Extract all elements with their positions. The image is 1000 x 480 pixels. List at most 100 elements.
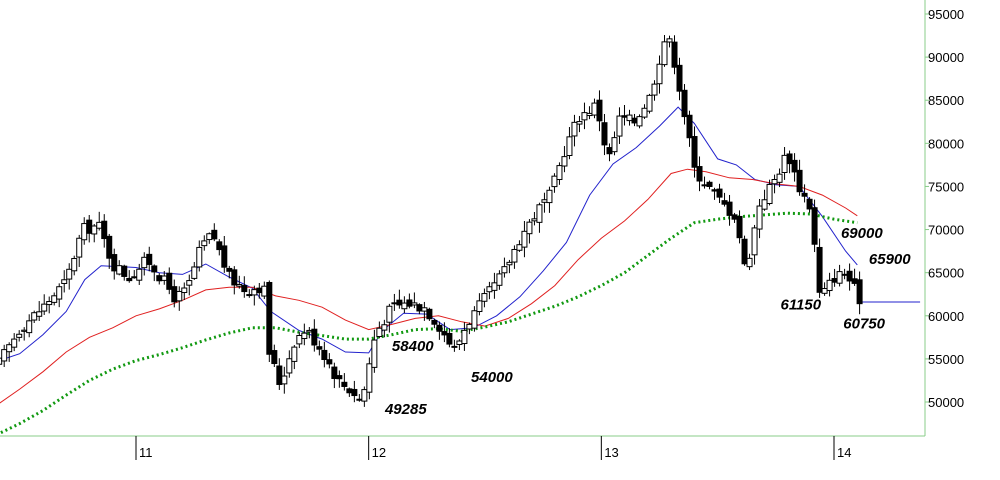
candle-61: [301, 323, 308, 346]
candle-158: [786, 150, 793, 174]
candle-161: [801, 184, 808, 203]
candle-160: [796, 159, 803, 196]
candle-60: [296, 332, 303, 349]
candle-body-down: [241, 285, 248, 293]
candle-172: [856, 271, 863, 315]
candle-body-down: [786, 153, 793, 165]
candle-57: [281, 366, 288, 394]
candle-body-down: [721, 200, 728, 205]
candle-body-down: [276, 365, 283, 385]
candle-body-up: [296, 334, 303, 345]
candle-13: [61, 270, 68, 293]
candle-body-up: [456, 340, 463, 345]
candle-95: [471, 306, 478, 332]
candle-body-up: [191, 266, 198, 279]
candle-body-down: [701, 184, 708, 187]
candle-23: [111, 248, 118, 280]
candle-101: [501, 257, 508, 278]
candle-body-down: [811, 207, 818, 245]
candle-1: [1, 344, 8, 367]
candle-body-down: [731, 214, 738, 220]
candle-80: [396, 289, 403, 309]
candle-110: [546, 186, 553, 213]
candle-body-down: [216, 241, 223, 251]
annotations: 58400 49285 54000 69000 65900 61150 60750: [384, 225, 911, 418]
candle-body-up: [766, 183, 773, 205]
candle-body-down: [111, 254, 118, 272]
candle-body-down: [336, 375, 343, 380]
x-tick-label: 14: [837, 445, 851, 460]
candle-body-up: [636, 116, 643, 127]
candle-149: [741, 235, 748, 266]
candle-body-down: [126, 277, 133, 282]
candle-117: [581, 102, 588, 130]
y-tick-label: 80000: [928, 136, 964, 151]
candle-body-up: [746, 257, 753, 268]
candle-body-up: [506, 261, 513, 266]
candle-body-down: [596, 99, 603, 122]
candle-body-down: [446, 332, 453, 345]
x-tick-label: 11: [139, 445, 153, 460]
candle-body-down: [691, 136, 698, 168]
candle-body-down: [796, 169, 803, 193]
moving-averages: [0, 106, 921, 435]
candle-123: [611, 131, 618, 156]
candle-body-down: [171, 286, 178, 303]
candle-body-up: [821, 288, 828, 294]
candle-76: [376, 321, 383, 339]
candle-83: [411, 292, 418, 309]
candle-body-up: [666, 38, 673, 43]
candle-body-up: [586, 112, 593, 117]
candle-19: [91, 223, 98, 243]
candle-120: [596, 90, 603, 132]
candle-body-up: [531, 218, 538, 222]
candle-body-up: [466, 323, 473, 330]
candle-body-up: [571, 121, 578, 137]
candle-body-up: [556, 165, 563, 181]
candle-body-down: [396, 299, 403, 306]
candle-body-down: [311, 328, 318, 346]
candles: [0, 35, 863, 407]
candle-body-down: [86, 219, 93, 234]
candle-128: [636, 114, 643, 129]
candle-body-down: [226, 267, 233, 272]
candle-151: [751, 224, 758, 265]
candle-91: [451, 339, 458, 352]
candle-103: [511, 245, 518, 269]
candle-body-up: [186, 280, 193, 286]
candle-49: [241, 276, 248, 298]
candle-body-down: [346, 388, 353, 394]
candle-16: [76, 234, 83, 267]
x-tick-label: 13: [604, 445, 618, 460]
candle-body-down: [671, 41, 678, 68]
candle-14: [66, 263, 73, 290]
candle-88: [436, 321, 443, 340]
candle-body-down: [166, 272, 173, 290]
candle-body-up: [611, 137, 618, 153]
candle-body-up: [751, 227, 758, 256]
candle-113: [561, 146, 568, 173]
candle-56: [276, 358, 283, 390]
candle-body-up: [501, 266, 508, 274]
candle-93: [461, 322, 468, 351]
candle-body-up: [376, 327, 383, 338]
candle-body-up: [541, 199, 548, 203]
candle-body-up: [61, 279, 68, 284]
candle-body-down: [801, 192, 808, 197]
candle-106: [526, 219, 533, 244]
candle-body-down: [741, 238, 748, 265]
candle-body-down: [791, 159, 798, 173]
candle-154: [766, 179, 773, 206]
candle-137: [681, 84, 688, 125]
candle-140: [696, 156, 703, 192]
candle-body-up: [286, 358, 293, 374]
candle-body-down: [121, 265, 128, 277]
candle-body-up: [841, 273, 848, 276]
candle-138: [686, 110, 693, 147]
candle-body-down: [316, 346, 323, 350]
candle-body-down: [631, 117, 638, 124]
ma_short-line: [0, 106, 858, 361]
candle-142: [706, 180, 713, 190]
candle-body-down: [341, 381, 348, 387]
candle-38: [186, 274, 193, 296]
